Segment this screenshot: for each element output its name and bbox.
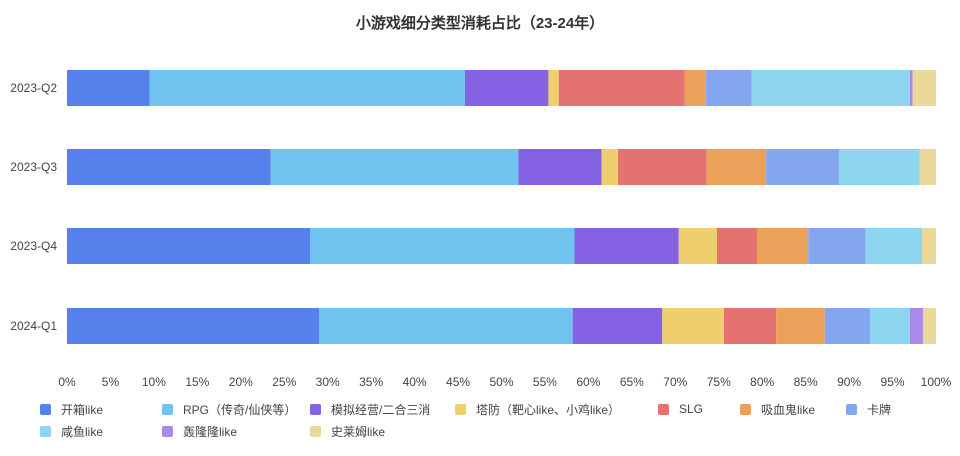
x-tick-label: 50% — [489, 375, 513, 389]
legend-item[interactable]: 史莱姆like — [310, 422, 385, 440]
legend-swatch — [310, 425, 321, 437]
bar-segment-2023-Q3-4 — [618, 149, 707, 185]
bar-segment-2023-Q4-7 — [865, 228, 923, 264]
bar-segment-2023-Q2-6 — [705, 70, 752, 106]
legend-label: 模拟经营/二合三消 — [331, 402, 431, 417]
bar-segment-2023-Q2-2 — [465, 70, 549, 106]
bar-segment-2023-Q4-3 — [678, 228, 718, 264]
bars-layer — [67, 70, 936, 344]
bar-segment-2023-Q3-6 — [766, 149, 839, 185]
bar-segment-2024-Q1-7 — [869, 308, 910, 344]
x-tick-label: 30% — [316, 375, 340, 389]
bar-segment-2023-Q2-8 — [909, 70, 913, 106]
bar-segment-2023-Q2-0 — [67, 70, 150, 106]
x-tick-label: 0% — [58, 375, 76, 389]
x-tick-label: 10% — [142, 375, 166, 389]
bar-segment-2024-Q1-5 — [776, 308, 825, 344]
legend-swatch — [658, 403, 669, 415]
legend-swatch — [455, 403, 466, 415]
x-tick-label: 40% — [403, 375, 427, 389]
category-label: 2023-Q4 — [10, 239, 57, 253]
bar-segment-2023-Q3-9 — [919, 149, 936, 185]
x-tick-label: 55% — [533, 375, 557, 389]
bar-segment-2023-Q4-4 — [717, 228, 757, 264]
legend-label: SLG — [679, 402, 704, 416]
x-tick-label: 95% — [881, 375, 905, 389]
bar-segment-2023-Q3-3 — [601, 149, 619, 185]
bar-segment-2023-Q3-1 — [270, 149, 519, 185]
legend-label: 轰隆隆like — [183, 424, 238, 439]
bar-segment-2023-Q4-5 — [756, 228, 809, 264]
legend-label: 开箱like — [61, 402, 104, 417]
bar-segment-2023-Q4-2 — [574, 228, 679, 264]
legend-swatch — [40, 403, 51, 415]
bar-segment-2024-Q1-3 — [662, 308, 724, 344]
bar-segment-2023-Q4-1 — [310, 228, 575, 264]
legend-item[interactable]: RPG（传奇/仙侠等） — [162, 400, 296, 418]
legend-label: RPG（传奇/仙侠等） — [183, 402, 297, 417]
x-tick-label: 35% — [359, 375, 383, 389]
bar-segment-2024-Q1-9 — [922, 308, 936, 344]
legend-item[interactable]: SLG — [658, 400, 703, 418]
bar-segment-2024-Q1-1 — [319, 308, 573, 344]
bar-segment-2023-Q3-0 — [67, 149, 271, 185]
legend-item[interactable]: 吸血鬼like — [740, 400, 815, 418]
x-axis-ticks: 0% 5% 10% 15% 20% 25% 30% 35% 40% 45% 50% 55% 60% 65%… — [58, 375, 951, 389]
bar-segment-2024-Q1-6 — [824, 308, 870, 344]
legend-label: 史莱姆like — [331, 424, 386, 439]
bar-segment-2023-Q4-9 — [922, 228, 936, 264]
legend-swatch — [162, 425, 173, 437]
bar-segment-2023-Q4-6 — [808, 228, 866, 264]
bar-segment-2023-Q2-5 — [684, 70, 706, 106]
chart-title: 小游戏细分类型消耗占比（23-24年） — [356, 14, 604, 32]
legend-item[interactable]: 咸鱼like — [40, 422, 103, 440]
legend-swatch — [40, 425, 51, 437]
legend-swatch — [846, 403, 857, 415]
legend-label: 卡牌 — [867, 402, 892, 417]
legend-swatch — [310, 403, 321, 415]
legend-item[interactable]: 塔防（靶心like、小鸡like） — [455, 400, 620, 418]
legend-swatch — [162, 403, 173, 415]
bar-segment-2024-Q1-0 — [67, 308, 320, 344]
legend-item[interactable]: 卡牌 — [846, 400, 891, 418]
bar-segment-2023-Q2-1 — [149, 70, 466, 106]
bar-segment-2023-Q2-4 — [558, 70, 685, 106]
bar-segment-2024-Q1-2 — [572, 308, 663, 344]
x-tick-label: 70% — [663, 375, 687, 389]
bar-segment-2024-Q1-8 — [909, 308, 923, 344]
bar-segment-2023-Q4-0 — [67, 228, 311, 264]
x-tick-label: 45% — [446, 375, 470, 389]
bar-segment-2023-Q2-7 — [751, 70, 910, 106]
category-label: 2024-Q1 — [10, 319, 57, 333]
x-tick-label: 25% — [272, 375, 296, 389]
legend-label: 吸血鬼like — [761, 402, 816, 417]
x-tick-label: 85% — [794, 375, 818, 389]
legend-item[interactable]: 模拟经营/二合三消 — [310, 400, 430, 418]
x-tick-label: 15% — [185, 375, 209, 389]
legend-swatch — [740, 403, 751, 415]
bar-segment-2023-Q3-2 — [518, 149, 602, 185]
category-labels: 2023-Q2 2023-Q3 2023-Q4 2024-Q1 — [10, 81, 57, 333]
category-label: 2023-Q3 — [10, 160, 57, 174]
x-tick-label: 5% — [102, 375, 120, 389]
x-tick-label: 20% — [229, 375, 253, 389]
bar-segment-2024-Q1-4 — [723, 308, 777, 344]
bar-segment-2023-Q2-9 — [912, 70, 936, 106]
legend-label: 咸鱼like — [61, 424, 104, 439]
legend-label: 塔防（靶心like、小鸡like） — [476, 402, 621, 417]
legend-item[interactable]: 开箱like — [40, 400, 103, 418]
category-label: 2023-Q2 — [10, 81, 57, 95]
x-tick-label: 75% — [707, 375, 731, 389]
x-tick-label: 65% — [620, 375, 644, 389]
stacked-bar-chart: 小游戏细分类型消耗占比（23-24年） 2023-Q22023-Q32023-Q… — [10, 14, 951, 389]
x-tick-label: 80% — [750, 375, 774, 389]
x-tick-label: 100% — [921, 375, 952, 389]
legend-item[interactable]: 轰隆隆like — [162, 422, 237, 440]
x-tick-label: 60% — [576, 375, 600, 389]
bar-segment-2023-Q2-3 — [548, 70, 559, 106]
bar-segment-2023-Q3-7 — [838, 149, 920, 185]
x-tick-label: 90% — [837, 375, 861, 389]
bar-segment-2023-Q3-5 — [706, 149, 767, 185]
